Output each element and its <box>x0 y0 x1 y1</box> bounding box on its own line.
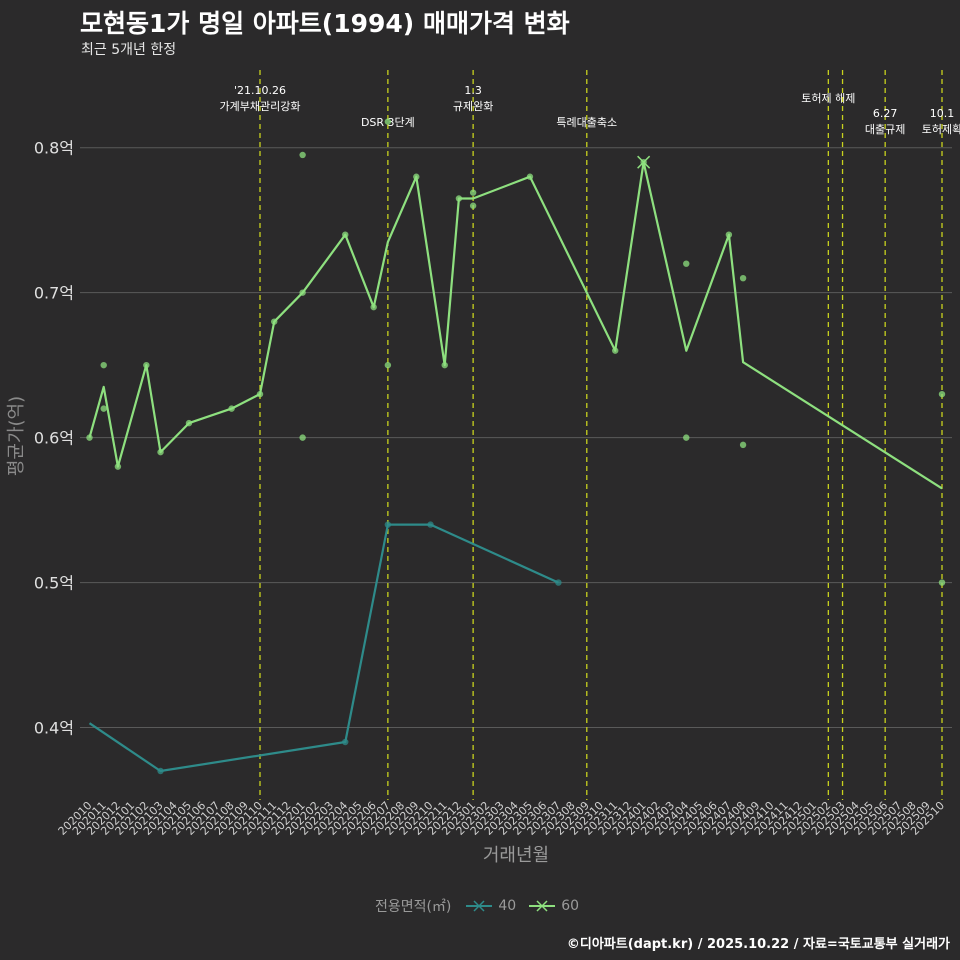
event-label: 토허제확 <box>922 123 960 136</box>
legend-title: 전용면적(㎡) <box>374 899 452 915</box>
event-label: 특례대출축소 <box>556 116 617 129</box>
data-point-40 <box>157 767 164 775</box>
event-label: 6.27 <box>873 107 898 120</box>
legend: 전용면적(㎡) 40 60 <box>0 896 960 916</box>
event-label: 규제완화 <box>453 100 493 113</box>
series-line-40 <box>88 523 559 773</box>
x-axis-title: 거래년월 <box>483 845 549 866</box>
data-point-60 <box>271 318 278 325</box>
source-caption: ©디아파트(dapt.kr) / 2025.10.22 / 자료=국토교통부 실… <box>566 937 950 952</box>
data-point-60 <box>683 434 690 441</box>
axis-layer: 0.4억0.5억0.6억0.7억0.8억20201020201120201220… <box>34 139 947 838</box>
data-point-60 <box>185 419 193 427</box>
data-point-60 <box>683 260 690 267</box>
data-point-60 <box>86 434 93 441</box>
data-point-60 <box>384 118 392 125</box>
data-point-40 <box>555 579 562 586</box>
data-point-60 <box>299 151 306 159</box>
y-axis-title: 평균가(억) <box>6 396 27 476</box>
data-point-60 <box>469 189 477 196</box>
data-point-60 <box>739 441 747 449</box>
chart-subtitle: 최근 5개년 한정 <box>81 42 177 58</box>
data-point-60 <box>413 173 420 180</box>
data-point-60 <box>100 405 107 412</box>
data-point-60 <box>342 231 349 238</box>
data-point-60 <box>370 303 377 311</box>
data-point-40 <box>342 738 349 746</box>
event-label: 10.1 <box>930 107 955 120</box>
data-point-60 <box>228 405 235 412</box>
event-label: 토허제 해제 <box>801 91 855 105</box>
data-point-60 <box>526 173 534 180</box>
legend-item-60[interactable]: 60 <box>528 898 579 914</box>
data-point-60 <box>100 361 107 369</box>
data-point-60 <box>441 361 448 369</box>
data-point-60 <box>299 289 306 296</box>
legend-key-40-icon <box>466 900 493 912</box>
event-label: 가계부채관리강화 <box>220 100 301 113</box>
chart-title: 모현동1가 명일 아파트(1994) 매매가격 변화 <box>80 9 570 38</box>
y-tick-label: 0.8억 <box>34 139 74 158</box>
data-point-60 <box>725 231 733 238</box>
cross-marker-60 <box>637 155 651 169</box>
y-tick-label: 0.4억 <box>34 719 74 738</box>
data-point-40 <box>384 521 392 528</box>
data-point-60 <box>256 390 264 398</box>
data-point-60 <box>612 347 619 354</box>
series-line-60 <box>88 161 943 490</box>
data-point-60 <box>455 195 463 202</box>
event-label: 대출규제 <box>865 123 905 136</box>
event-label: '21.10.26 <box>234 84 286 97</box>
data-point-60 <box>938 579 946 586</box>
y-tick-label: 0.6억 <box>34 429 74 448</box>
data-point-60 <box>938 390 946 398</box>
y-tick-label: 0.7억 <box>34 284 74 303</box>
data-point-60 <box>299 434 306 441</box>
data-point-40 <box>427 521 434 528</box>
legend-label-60: 60 <box>561 898 580 914</box>
legend-label-40: 40 <box>498 898 517 914</box>
data-point-60 <box>143 361 150 369</box>
data-point-60 <box>114 463 122 470</box>
data-point-60 <box>157 448 164 456</box>
grid-layer <box>80 147 952 729</box>
data-point-60 <box>384 361 392 369</box>
legend-item-40[interactable]: 40 <box>465 898 516 914</box>
series-layer <box>86 118 946 775</box>
data-point-60 <box>469 202 477 209</box>
y-tick-label: 0.5억 <box>34 574 74 593</box>
legend-key-60-icon <box>529 900 556 912</box>
data-point-60 <box>739 274 747 282</box>
event-label: 1.3 <box>464 84 482 97</box>
